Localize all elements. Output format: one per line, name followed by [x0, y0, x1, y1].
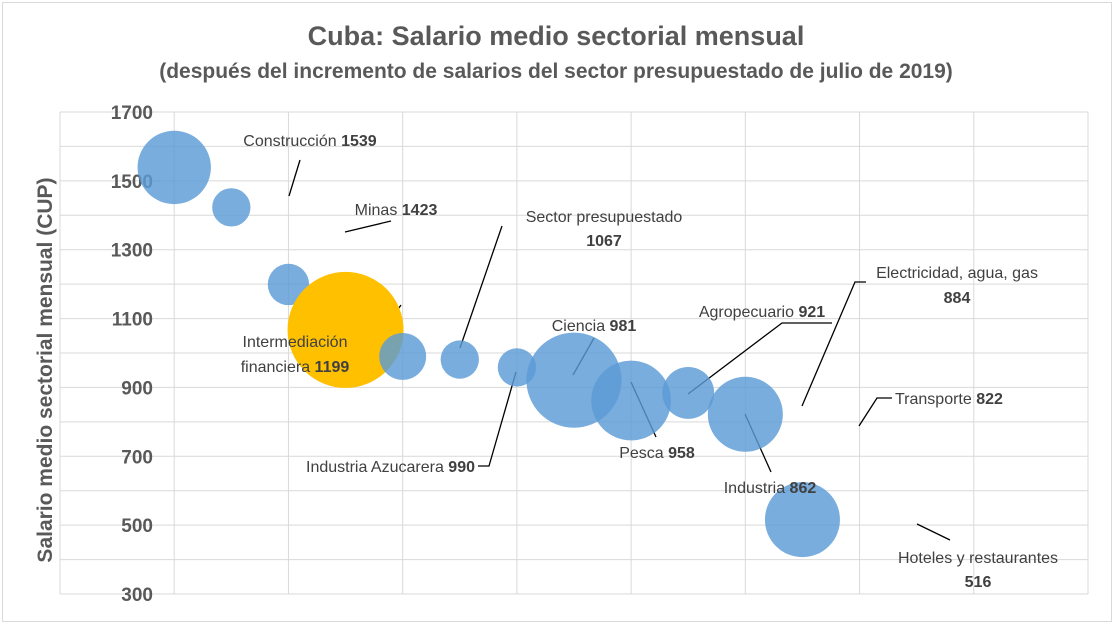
data-label: Hoteles y restaurantes — [898, 550, 1058, 567]
y-tick-label: 1100 — [112, 310, 153, 331]
bubble — [138, 131, 211, 204]
bubble — [591, 361, 671, 441]
data-value-label: 516 — [965, 574, 992, 591]
data-label: Ciencia 981 — [552, 318, 637, 335]
leader-line — [478, 372, 516, 466]
data-value-label: 884 — [944, 290, 971, 307]
y-tick-label: 300 — [121, 585, 153, 606]
data-label: Agropecuario 921 — [699, 304, 825, 321]
y-tick-label: 1700 — [111, 103, 153, 124]
y-tick-label: 900 — [121, 378, 153, 399]
data-label: Minas 1423 — [355, 202, 438, 219]
bubble — [708, 377, 783, 452]
bubble — [212, 188, 250, 226]
leader-line — [289, 160, 300, 196]
data-value-label: 1067 — [586, 233, 622, 250]
bubble-chart: Cuba: Salario medio sectorial mensual (d… — [0, 0, 1116, 625]
bubble — [662, 367, 714, 419]
data-label: Transporte 822 — [895, 391, 1003, 408]
bubble — [441, 340, 479, 378]
data-label: Intermediación — [243, 334, 348, 351]
data-label: Construcción 1539 — [243, 133, 377, 150]
leader-line — [345, 221, 391, 232]
bubble — [379, 333, 426, 380]
y-tick-label: 700 — [121, 447, 153, 468]
data-label: Pesca 958 — [619, 445, 695, 462]
chart-subtitle: (después del incremento de salarios del … — [159, 60, 953, 83]
leader-line — [917, 524, 950, 540]
data-label-line2: financiera 1199 — [241, 359, 350, 376]
data-label: Sector presupuestado — [526, 209, 683, 226]
y-tick-label: 500 — [121, 516, 153, 537]
leader-line — [460, 226, 502, 348]
data-label: Industria 862 — [724, 480, 817, 497]
y-tick-label: 1300 — [111, 241, 153, 262]
data-label: Electricidad, agua, gas — [876, 265, 1038, 282]
y-axis-label: Salario medio sectorial mensual (CUP) — [34, 177, 57, 562]
data-label: Industria Azucarera 990 — [306, 459, 475, 476]
chart-title: Cuba: Salario medio sectorial mensual — [308, 21, 805, 51]
